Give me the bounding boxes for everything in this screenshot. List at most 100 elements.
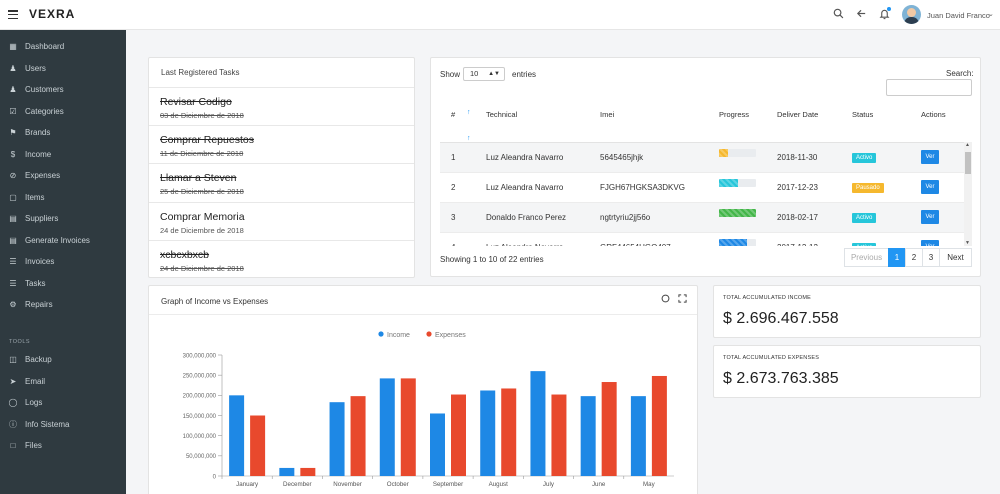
pagination-page-1[interactable]: 1 (888, 248, 906, 267)
pagination-next[interactable]: Next (939, 248, 972, 267)
fullscreen-icon[interactable] (678, 294, 687, 305)
row-deliver-date: 2018-11-30 (777, 153, 818, 162)
sidebar-item-brands[interactable]: ⚑ Brands (0, 123, 126, 143)
table-row[interactable]: 3 Donaldo Franco Perez ngtrtyriu2jj56o 2018… (440, 203, 964, 233)
sidebar-item-logs[interactable]: ◯ Logs (0, 393, 126, 413)
arrow-left-icon[interactable] (854, 8, 868, 22)
y-tick-label: 100,000,000 (183, 434, 217, 440)
column-header-imei[interactable]: Imei (600, 110, 615, 119)
sidebar-item-email[interactable]: ➤ Email (0, 372, 126, 392)
row-imei: ngtrtyriu2jj56o (600, 213, 651, 222)
sidebar-item-categories[interactable]: ☑ Categories (0, 102, 126, 122)
task-item[interactable]: Revisar Codigo 03 de Diciembre de 2018 (149, 87, 414, 126)
view-button[interactable]: Ver (921, 180, 939, 194)
sidebar-item-users[interactable]: ♟ Users (0, 59, 126, 79)
bar-income (329, 402, 345, 476)
bar-expenses (651, 375, 667, 476)
dollar-icon: $ (10, 149, 16, 159)
sidebar-item-generate-invoices[interactable]: ▤ Generate Invoices (0, 231, 126, 251)
sidebar-item-files[interactable]: □ Files (0, 436, 126, 456)
task-date: 24 de Diciembre de 2018 (160, 263, 244, 273)
scroll-up-icon[interactable]: ▲ (965, 142, 970, 148)
tasks-card: Last Registered Tasks Revisar Codigo 03 d… (148, 57, 415, 278)
view-button[interactable]: Ver (921, 240, 939, 246)
tasks-icon: ☰ (9, 278, 17, 288)
sidebar-item-suppliers[interactable]: ▤ Suppliers (0, 209, 126, 229)
legend-marker (378, 331, 384, 337)
table-scrollbar[interactable]: ▲ ▼ (964, 142, 972, 246)
row-technical: Luz Aleandra Navarro (486, 183, 564, 192)
sidebar-item-label: Invoices (25, 257, 55, 266)
app-logo[interactable]: VEXRA (29, 7, 76, 21)
column-header-status[interactable]: Status (852, 110, 874, 119)
entries-select[interactable]: 10 ▲▼ (463, 67, 505, 81)
x-tick-label: October (387, 481, 409, 488)
column-header-progress[interactable]: Progress (719, 110, 750, 119)
sidebar-item-tasks[interactable]: ☰ Tasks (0, 274, 126, 294)
table-row[interactable]: 1 Luz Aleandra Navarro 5645465jhjk 2018-11-… (440, 143, 964, 173)
y-tick-label: 250,000,000 (183, 373, 217, 379)
pagination-page-3[interactable]: 3 (922, 248, 940, 267)
tag-icon: ⚑ (9, 128, 17, 137)
column-header-number[interactable]: # (451, 110, 456, 119)
table-row[interactable]: 4 Luz Aleandra Navarro GRF44654UGO407 2017-… (440, 233, 964, 246)
total-income-title: TOTAL ACCUMULATED INCOME (723, 295, 812, 301)
task-item[interactable]: Comprar Memoria 24 de Diciembre de 2018 (149, 201, 414, 241)
bar-expenses (350, 396, 366, 476)
search-icon[interactable] (831, 8, 845, 22)
sidebar-item-label: Income (25, 149, 52, 159)
sort-arrow-up-icon[interactable]: ↑ (467, 135, 471, 142)
task-item[interactable]: xcbcxbxcb 24 de Diciembre de 2018 (149, 239, 414, 279)
x-tick-label: November (333, 481, 362, 488)
table-row[interactable]: 2 Luz Aleandra Navarro FJGH67HGKSA3DKVG 201… (440, 173, 964, 203)
refresh-circle-icon[interactable] (661, 294, 670, 305)
view-button[interactable]: Ver (921, 150, 939, 164)
column-header-actions[interactable]: Actions (921, 110, 946, 119)
sidebar-item-invoices[interactable]: ☰ Invoices (0, 252, 126, 272)
task-name: xcbcxbxcb (160, 248, 210, 261)
pagination-page-2[interactable]: 2 (905, 248, 923, 267)
task-item[interactable]: Llamar a Steven 25 de Diciembre de 2018 (149, 163, 414, 202)
sidebar-item-customers[interactable]: ♟ Customers (0, 80, 126, 100)
legend-marker (426, 331, 432, 337)
scrollbar-thumb[interactable] (965, 152, 971, 174)
sidebar-item-income[interactable]: $ Income (0, 145, 126, 165)
bar-expenses (400, 378, 416, 476)
sort-arrow-up-icon[interactable]: ↑ (467, 109, 471, 116)
sidebar-item-dashboard[interactable]: ▦ Dashboard (0, 37, 126, 57)
sidebar-item-expenses[interactable]: ⊘ Expenses (0, 166, 126, 186)
bell-icon[interactable] (877, 8, 891, 22)
chevron-down-icon[interactable]: ⌄ (988, 11, 994, 18)
column-header-deliver-date[interactable]: Deliver Date (777, 110, 819, 119)
view-button[interactable]: Ver (921, 210, 939, 224)
categories-icon: ☑ (9, 106, 17, 116)
sidebar-item-backup[interactable]: ◫ Backup (0, 350, 126, 370)
user-name[interactable]: Juan David Franco (927, 11, 990, 20)
task-date: 11 de Diciembre de 2018 (160, 149, 244, 159)
sidebar-item-repairs[interactable]: ⚙ Repairs (0, 295, 126, 315)
task-date: 25 de Diciembre de 2018 (160, 187, 244, 197)
bar-expenses (451, 394, 466, 476)
show-label: Show (440, 70, 461, 79)
sidebar-item-label: Users (25, 63, 46, 73)
menu-toggle-icon[interactable] (8, 10, 18, 20)
pagination-previous[interactable]: Previous (844, 248, 889, 267)
chart-card-title: Graph of Income vs Expenses (161, 297, 269, 306)
column-header-technical[interactable]: Technical (486, 110, 518, 119)
bar-expenses (300, 467, 316, 476)
sidebar-item-items[interactable]: ▢ Items (0, 188, 126, 208)
sidebar-item-info-sistema[interactable]: ⓘ Info Sistema (0, 415, 126, 435)
main-content: Last Registered Tasks Revisar Codigo 03 d… (128, 30, 996, 494)
sidebar: TOOLS ▦ Dashboard ♟ Users ♟ Customers ☑ Categor… (0, 30, 126, 494)
expenses-icon: ⊘ (9, 171, 17, 180)
x-tick-label: June (592, 481, 606, 488)
search-input[interactable] (886, 79, 972, 96)
chart-card-divider (149, 314, 697, 315)
avatar[interactable] (902, 5, 921, 24)
scroll-down-icon[interactable]: ▼ (965, 240, 970, 246)
task-item[interactable]: Comprar Repuestos 11 de Diciembre de 2018 (149, 125, 414, 164)
invoice-icon: ▤ (9, 235, 17, 245)
y-tick-label: 300,000,000 (183, 353, 217, 359)
row-deliver-date: 2017-12-23 (777, 183, 818, 192)
top-bar: VEXRA Juan David Franco ⌄ (0, 0, 1000, 30)
